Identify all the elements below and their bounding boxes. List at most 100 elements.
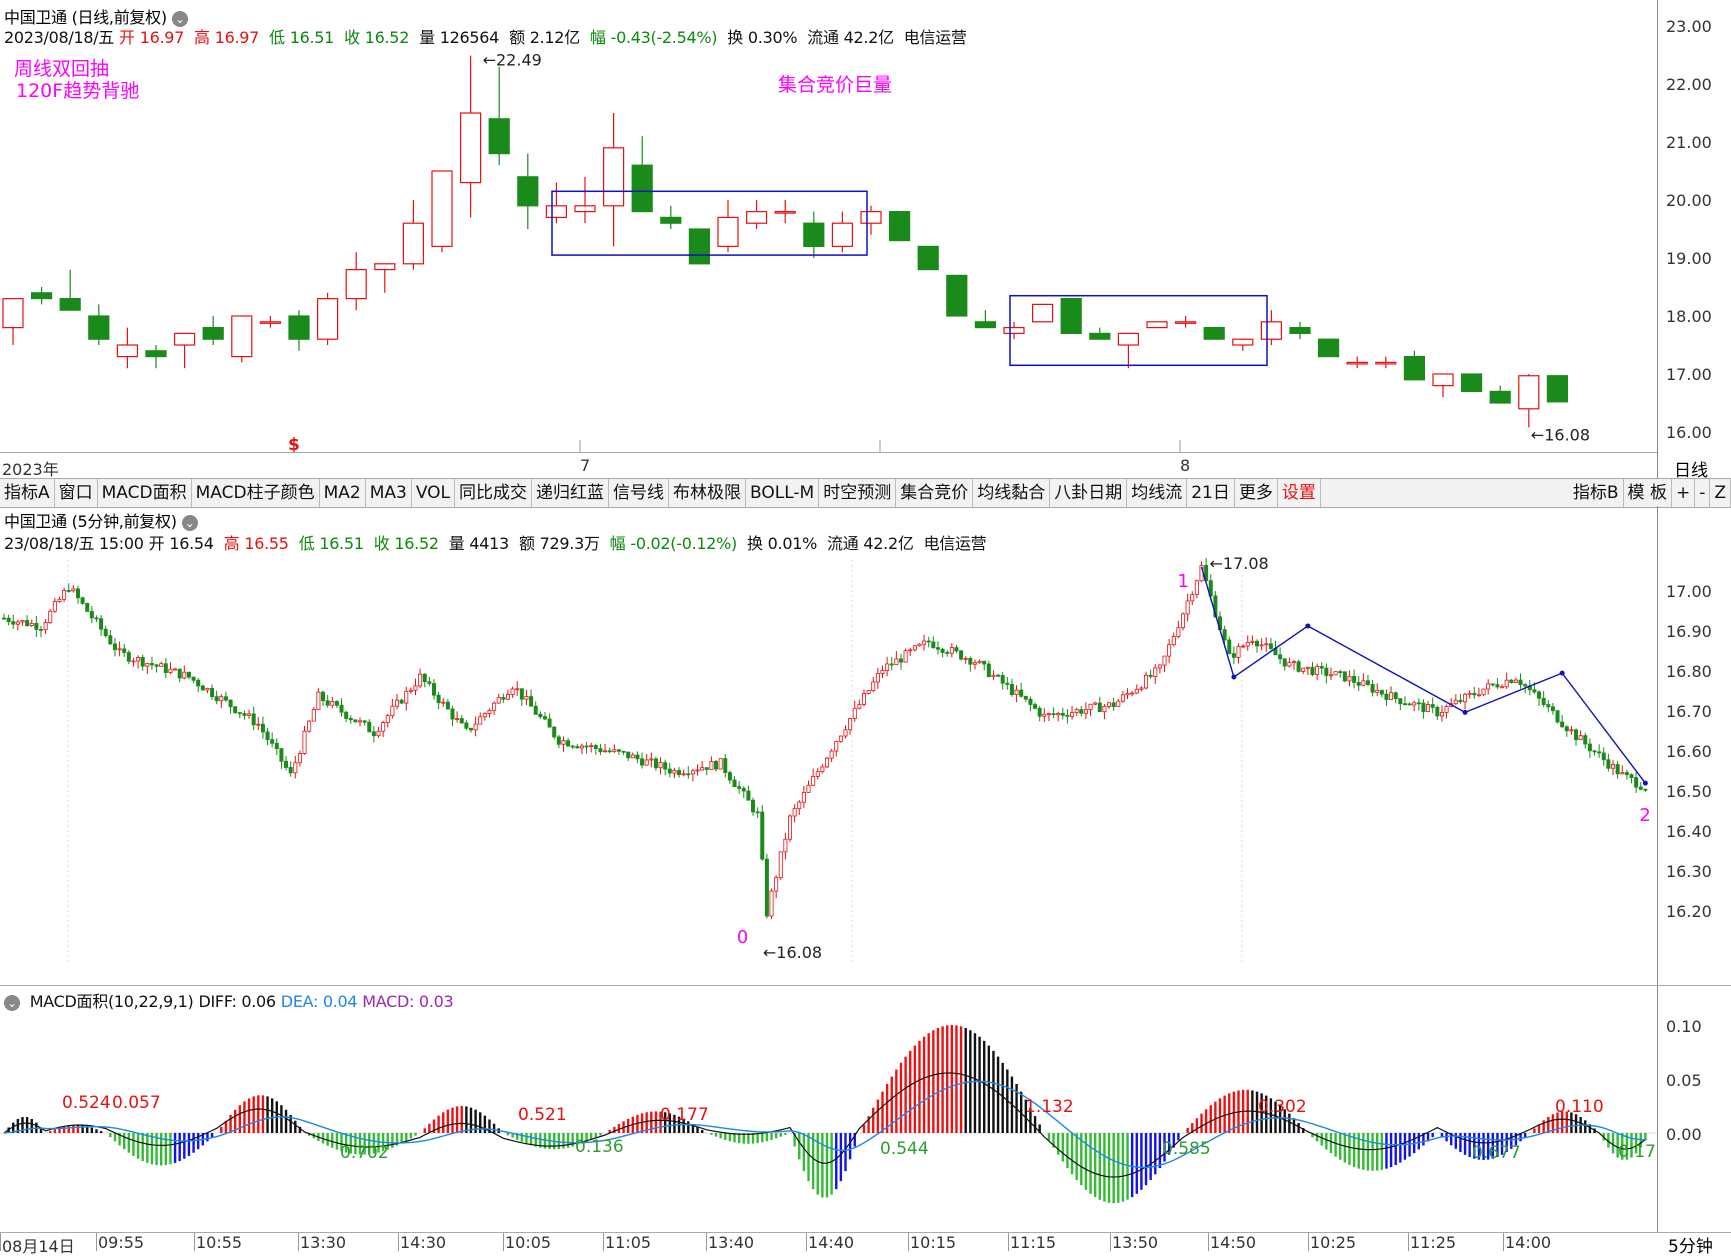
intraday-candle-body	[727, 772, 732, 781]
daily-title[interactable]: 中国卫通 (日线,前复权)	[4, 8, 167, 27]
toolbar-item-1[interactable]: 窗口	[55, 479, 98, 507]
intraday-candle-body	[940, 648, 945, 653]
intraday-candle-body	[71, 588, 76, 592]
chevron-down-icon[interactable]: ⌄	[4, 994, 20, 1011]
macd-area-label-green: 0.585	[1162, 1139, 1211, 1159]
intraday-candle-chart[interactable]: ←17.08 ←16.08 0 1 2	[0, 0, 1657, 985]
intraday-candle-body	[1615, 764, 1620, 775]
macd-title[interactable]: MACD面积(10,22,9,1)	[29, 992, 194, 1011]
toolbar-item-11[interactable]: BOLL-M	[746, 479, 820, 507]
daily-candle-body	[1346, 361, 1368, 365]
daily-candle-body	[1375, 361, 1397, 365]
toolbar-item-5[interactable]: MA3	[366, 479, 412, 507]
intraday-candle-body	[20, 620, 25, 623]
daily-candle-body	[745, 211, 768, 224]
intraday-candle-body	[1634, 777, 1639, 788]
intraday-candle-body	[1042, 713, 1047, 717]
intraday-candle-body	[894, 658, 899, 666]
macd-x-tick-mark	[1208, 1233, 1209, 1251]
toolbar-right-item-4[interactable]: Z	[1710, 479, 1731, 507]
toolbar-right-item-3[interactable]: -	[1695, 479, 1711, 507]
daily-amount: 额 2.12亿	[509, 28, 580, 47]
intraday-candle-body	[233, 706, 238, 713]
intraday-candle-body	[1467, 692, 1472, 695]
toolbar-right-item-1[interactable]: 模 板	[1624, 479, 1672, 507]
intraday-candle-body	[455, 718, 460, 720]
intraday-candle-body	[838, 735, 843, 742]
toolbar-item-18[interactable]: 更多	[1235, 479, 1278, 507]
toolbar-right-item-2[interactable]: +	[1672, 479, 1696, 507]
toolbar-item-7[interactable]: 同比成交	[455, 479, 533, 507]
intraday-candle-body	[584, 745, 589, 748]
intraday-candle-body	[311, 709, 316, 722]
intraday-candle-body	[1338, 671, 1343, 674]
chevron-down-icon[interactable]: ⌄	[181, 514, 198, 531]
toolbar-item-12[interactable]: 时空预测	[819, 479, 897, 507]
intraday-candle-body	[931, 641, 936, 649]
intraday-candle-body	[1592, 750, 1597, 753]
intraday-candle-body	[1342, 671, 1347, 682]
intraday-candle-body	[1402, 703, 1407, 706]
intraday-candle-body	[1185, 600, 1190, 615]
daily-candle-body	[460, 112, 482, 184]
daily-x-july: 7	[580, 456, 591, 475]
intraday-candle-body	[1227, 639, 1232, 655]
toolbar-item-8[interactable]: 递归红蓝	[532, 479, 610, 507]
intraday-candle-body	[404, 690, 409, 704]
intraday-candle-body	[843, 729, 848, 737]
intraday-candle-body	[1264, 643, 1269, 646]
intraday-candle-body	[11, 621, 16, 625]
intraday-candle-body	[330, 701, 335, 706]
daily-candle-body	[174, 332, 196, 346]
intraday-candle-body	[769, 890, 774, 917]
toolbar-item-4[interactable]: MA2	[320, 479, 366, 507]
intraday-title[interactable]: 中国卫通 (5分钟,前复权)	[4, 512, 177, 531]
macd-period-label[interactable]: 5分钟	[1668, 1237, 1713, 1257]
intraday-wave-label-1: 1	[1178, 571, 1189, 592]
intraday-candle-body	[649, 758, 654, 761]
toolbar-item-13[interactable]: 集合竞价	[896, 479, 974, 507]
toolbar-item-14[interactable]: 均线黏合	[973, 479, 1051, 507]
intraday-candle-body	[612, 749, 617, 752]
toolbar-right-item-0[interactable]: 指标B	[1569, 479, 1624, 507]
chevron-down-icon[interactable]: ⌄	[171, 10, 188, 27]
toolbar-item-10[interactable]: 布林极限	[669, 479, 747, 507]
toolbar-item-3[interactable]: MACD柱子颜色	[192, 479, 320, 507]
intraday-candle-body	[640, 758, 645, 766]
toolbar-item-6[interactable]: VOL	[412, 479, 456, 507]
toolbar-item-9[interactable]: 信号线	[609, 479, 670, 507]
intraday-candle-body	[131, 660, 136, 663]
intraday-candle-body	[103, 628, 108, 637]
intraday-candle-body	[788, 815, 793, 840]
daily-candle-chart[interactable]: ←22.49 ←16.08 $	[0, 0, 1657, 455]
macd-dea-label: DEA: 0.04	[280, 992, 358, 1011]
intraday-candle-body	[1574, 729, 1579, 741]
intraday-candle-body	[1509, 679, 1514, 683]
intraday-candle-body	[834, 741, 839, 752]
intraday-candle-body	[482, 713, 487, 718]
daily-candle-body	[145, 350, 167, 358]
toolbar-item-17[interactable]: 21日	[1187, 479, 1235, 507]
intraday-candle-body	[968, 657, 973, 665]
toolbar-item-0[interactable]: 指标A	[0, 479, 55, 507]
toolbar-item-15[interactable]: 八卦日期	[1050, 479, 1128, 507]
daily-period-label[interactable]: 日线	[1674, 461, 1708, 481]
daily-volume: 量 126564	[419, 28, 500, 47]
toolbar-item-19[interactable]: 设置	[1278, 479, 1321, 507]
toolbar-item-16[interactable]: 均线流	[1127, 479, 1188, 507]
daily-x-year: 2023年	[2, 460, 59, 479]
intraday-candle-body	[505, 694, 510, 700]
intraday-candle-body	[778, 851, 783, 878]
intraday-candle-body	[714, 761, 719, 770]
toolbar-item-2[interactable]: MACD面积	[98, 479, 192, 507]
intraday-candle-body	[630, 754, 635, 759]
intraday-candle-body	[1578, 735, 1583, 741]
intraday-candle-body	[1458, 699, 1463, 703]
intraday-candle-body	[533, 705, 538, 715]
daily-candle-body	[88, 315, 110, 340]
macd-x-tick: 13:40	[708, 1233, 755, 1252]
macd-x-tick-mark	[706, 1233, 707, 1251]
intraday-candle-body	[1638, 786, 1643, 790]
intraday-candle-body	[459, 718, 464, 724]
